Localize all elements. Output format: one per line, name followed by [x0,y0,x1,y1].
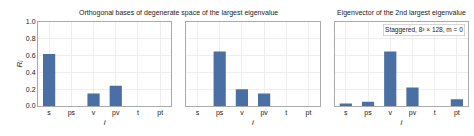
svg-text:i: i [252,118,254,127]
svg-text:Eigenvector of the 2nd largest: Eigenvector of the 2nd largest eigenvalu… [337,9,466,17]
svg-text:pv: pv [409,109,417,117]
svg-text:0.0: 0.0 [26,102,36,109]
svg-text:Rᵢ: Rᵢ [15,60,24,68]
svg-text:ps: ps [364,109,372,117]
svg-text:pt: pt [157,109,163,117]
svg-text:s: s [47,109,51,116]
svg-text:t: t [434,109,436,116]
svg-text:ps: ps [68,109,76,117]
svg-text:s: s [344,109,348,116]
svg-text:v: v [388,109,392,116]
svg-text:0.4: 0.4 [26,69,36,76]
svg-text:pv: pv [112,109,120,117]
svg-text:Staggered, 8³ × 128, m = 0: Staggered, 8³ × 128, m = 0 [385,26,463,34]
svg-text:0.8: 0.8 [26,35,36,42]
svg-text:pt: pt [306,109,312,117]
svg-text:pv: pv [260,109,268,117]
svg-text:0.6: 0.6 [26,52,36,59]
svg-text:ps: ps [216,109,224,117]
svg-text:i: i [400,118,402,127]
svg-text:i: i [104,118,106,127]
svg-text:s: s [196,109,200,116]
svg-text:t: t [137,109,139,116]
svg-text:0.2: 0.2 [26,86,36,93]
svg-text:v: v [240,109,244,116]
svg-text:t: t [285,109,287,116]
svg-text:pt: pt [454,109,460,117]
svg-text:1.0: 1.0 [26,18,36,25]
svg-text:Orthogonal bases of degenerate: Orthogonal bases of degenerate space of … [79,9,278,17]
svg-text:v: v [92,109,96,116]
